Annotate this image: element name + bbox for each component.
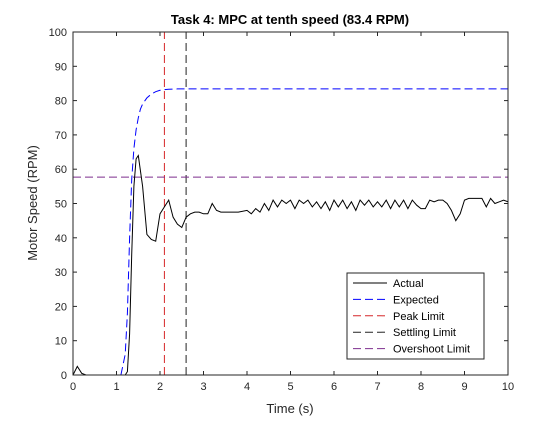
x-tick-label: 0: [70, 381, 76, 393]
series-actual-line: [73, 154, 508, 375]
legend: Actual Expected Peak Limit Settling Limit Ov…: [346, 272, 485, 360]
x-tick-label: 2: [157, 381, 163, 393]
x-tick-label: 3: [200, 381, 206, 393]
series-expected-line: [73, 88, 508, 375]
y-tick-label: 20: [55, 301, 67, 313]
y-tick-label: 70: [55, 130, 67, 142]
y-tick-label: 60: [55, 164, 67, 176]
x-axis-label: Time (s): [266, 401, 313, 416]
x-tick-label: 5: [287, 381, 293, 393]
y-axis-label: Motor Speed (RPM): [25, 145, 40, 261]
y-tick-label: 10: [55, 336, 67, 348]
legend-entry-label: Peak Limit: [393, 311, 444, 323]
y-tick-label: 80: [55, 96, 67, 108]
legend-entry-label: Actual: [393, 278, 424, 290]
x-tick-label: 8: [418, 381, 424, 393]
chart-title: Task 4: MPC at tenth speed (83.4 RPM): [171, 12, 409, 27]
x-tick-label: 9: [461, 381, 467, 393]
series-layer: [73, 32, 508, 375]
plot-frame: [72, 31, 509, 376]
y-tick-label: 90: [55, 61, 67, 73]
x-tick-label: 10: [502, 381, 514, 393]
x-tick-label: 6: [331, 381, 337, 393]
y-tick-label: 30: [55, 267, 67, 279]
y-tick-label: 40: [55, 233, 67, 245]
legend-entry-label: Settling Limit: [393, 327, 456, 339]
y-tick-label: 50: [55, 199, 67, 211]
y-tick-label: 0: [61, 370, 67, 382]
legend-entry-label: Expected: [393, 294, 439, 306]
y-tick-label: 100: [49, 27, 67, 39]
legend-entry-label: Overshoot Limit: [393, 344, 470, 356]
x-tick-label: 7: [374, 381, 380, 393]
x-tick-label: 4: [244, 381, 250, 393]
x-tick-label: 1: [113, 381, 119, 393]
